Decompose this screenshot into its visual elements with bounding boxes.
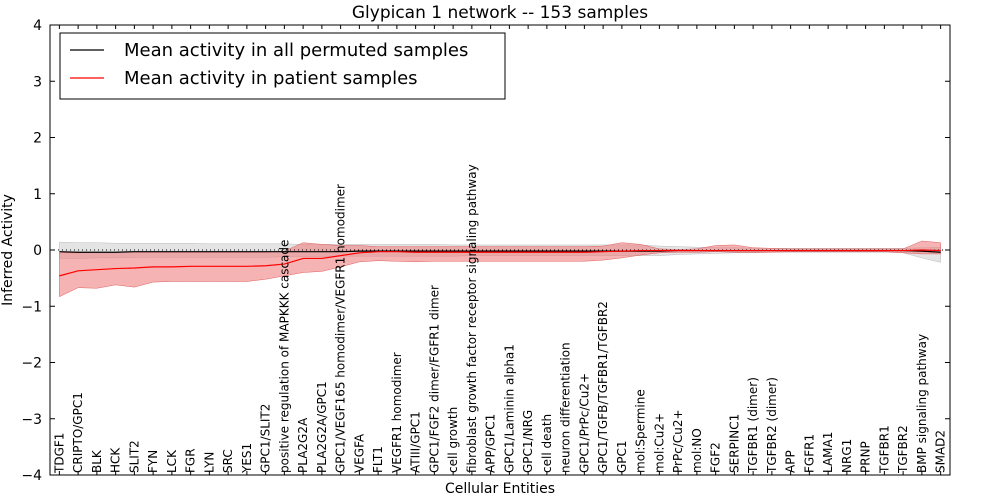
x-tick-label: GPC1/Laminin alpha1 <box>502 344 516 473</box>
y-axis: −4 −3 −2 −1 0 1 2 3 4 <box>21 18 950 484</box>
x-tick-label: neuron differentiation <box>559 342 573 473</box>
y-axis-title: Inferred Activity <box>0 194 16 306</box>
x-tick-label: FGR <box>184 448 198 473</box>
y-tick-label: 4 <box>33 18 42 34</box>
legend-label-permuted: Mean activity in all permuted samples <box>124 40 468 61</box>
x-tick-label: FGF2 <box>709 442 723 473</box>
x-tick-label: GPC1/SLIT2 <box>259 404 273 473</box>
x-axis: TDGF1 CRIPTO/GPC1 BLK HCK SLIT2 FYN LCK FGR LYN S… <box>52 25 948 475</box>
x-tick-label: cell death <box>540 414 554 473</box>
x-tick-label: cell growth <box>446 407 460 473</box>
x-tick-label: VEGFR1 homodimer <box>390 352 404 473</box>
x-tick-label: SLIT2 <box>127 440 141 473</box>
x-tick-label: LCK <box>165 449 179 473</box>
x-tick-label: mol:Spermine <box>634 389 648 473</box>
legend: Mean activity in all permuted samples Mea… <box>59 32 506 100</box>
x-tick-label: GPC1/FGF2 dimer/FGFR1 dimer <box>427 285 441 473</box>
x-tick-label: SERPINC1 <box>727 414 741 473</box>
x-tick-label: GPC1/TGFB/TGFBR1/TGFBR2 <box>596 301 610 473</box>
y-tick-label: −4 <box>21 468 42 484</box>
x-tick-label: LYN <box>202 452 216 473</box>
x-tick-label: GPC1/PrPc/Cu2+ <box>577 373 591 473</box>
x-tick-label: GPC1/NRG <box>521 410 535 473</box>
x-tick-label: YES1 <box>240 443 254 474</box>
x-tick-label: VEGFA <box>352 433 366 473</box>
x-tick-label: TGFBR2 <box>896 425 910 474</box>
x-tick-label: PrPc/Cu2+ <box>671 409 685 473</box>
y-tick-label: 3 <box>33 74 42 90</box>
x-tick-label: CRIPTO/GPC1 <box>71 392 85 473</box>
x-tick-label: HCK <box>109 447 123 473</box>
x-tick-label: NRG1 <box>840 439 854 473</box>
x-tick-label: GPC1 <box>615 440 629 473</box>
x-tick-label: PRNP <box>859 441 873 473</box>
x-tick-label: PLA2G2A <box>296 417 310 473</box>
band-patient <box>59 240 941 298</box>
y-tick-label: 0 <box>33 243 42 259</box>
chart-title: Glypican 1 network -- 153 samples <box>352 3 648 23</box>
confidence-bands <box>59 240 941 298</box>
x-tick-label: fibroblast growth factor receptor signal… <box>465 164 479 473</box>
x-tick-label: FGFR1 <box>802 434 816 473</box>
y-tick-label: 2 <box>33 131 42 147</box>
x-tick-label: SMAD2 <box>934 430 948 473</box>
y-tick-label: −1 <box>21 299 42 315</box>
legend-label-patient: Mean activity in patient samples <box>124 68 418 89</box>
series-line-patient <box>59 249 941 277</box>
x-tick-label: PLA2G2A/GPC1 <box>315 381 329 473</box>
x-tick-label: mol:Cu2+ <box>652 413 666 473</box>
x-tick-label: ATIII/GPC1 <box>409 411 423 473</box>
x-tick-label: FYN <box>146 450 160 473</box>
y-tick-label: −3 <box>21 412 42 428</box>
legend-box <box>59 32 506 100</box>
x-tick-label: BMP signaling pathway <box>915 334 929 473</box>
x-tick-label: FLT1 <box>371 446 385 473</box>
series-lines <box>59 249 941 277</box>
x-axis-title: Cellular Entities <box>445 481 555 497</box>
x-tick-label: APP/GPC1 <box>484 414 498 473</box>
x-tick-label: SRC <box>221 449 235 473</box>
x-tick-label: BLK <box>90 449 104 473</box>
x-tick-label: positive regulation of MAPKKK cascade <box>277 240 291 473</box>
x-tick-label: TGFBR1 <box>877 425 891 474</box>
x-tick-label: mol:NO <box>690 428 704 473</box>
x-tick-label: APP <box>784 450 798 473</box>
x-tick-label: TDGF1 <box>52 433 66 474</box>
x-tick-label: GPC1/VEGF165 homodimer/VEGFR1 homodimer <box>334 184 348 473</box>
x-tick-label: TGFBR2 (dimer) <box>765 377 779 474</box>
x-tick-label: TGFBR1 (dimer) <box>746 377 760 474</box>
y-tick-label: 1 <box>33 187 42 203</box>
x-tick-label: LAMA1 <box>821 432 835 473</box>
y-tick-label: −2 <box>21 356 42 372</box>
